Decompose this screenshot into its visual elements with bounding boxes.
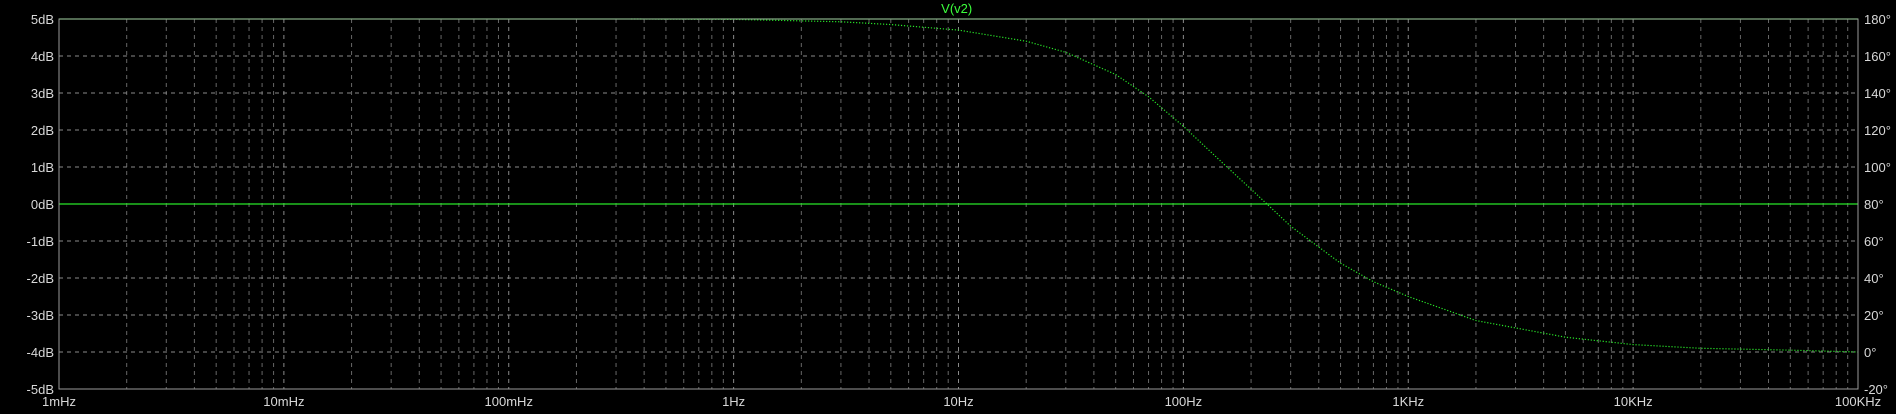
y-left-tick-label: 5dB <box>31 12 54 27</box>
x-tick-label: 1mHz <box>42 394 76 409</box>
x-tick-label: 10KHz <box>1614 394 1653 409</box>
y-right-tick-label: 120° <box>1864 123 1891 138</box>
plot-frame <box>58 18 1859 390</box>
y-left-tick-label: -3dB <box>27 308 54 323</box>
x-tick-label: 100Hz <box>1165 394 1203 409</box>
y-right-tick-label: 180° <box>1864 12 1891 27</box>
y-right-tick-label: 100° <box>1864 160 1891 175</box>
x-tick-label: 100KHz <box>1835 394 1881 409</box>
y-right-tick-label: 80° <box>1864 197 1884 212</box>
y-left-tick-label: 4dB <box>31 49 54 64</box>
y-left-tick-label: 0dB <box>31 197 54 212</box>
y-left-tick-label: 3dB <box>31 86 54 101</box>
chart-title: V(v2) <box>941 1 972 16</box>
y-right-tick-label: 0° <box>1864 345 1876 360</box>
y-left-tick-label: 1dB <box>31 160 54 175</box>
y-left-tick-label: -4dB <box>27 345 54 360</box>
x-tick-label: 100mHz <box>485 394 533 409</box>
y-right-tick-label: 20° <box>1864 308 1884 323</box>
y-right-tick-label: 40° <box>1864 271 1884 286</box>
y-left-tick-label: -2dB <box>27 271 54 286</box>
y-left-tick-label: -5dB <box>27 382 54 397</box>
y-left-tick-label: 2dB <box>31 123 54 138</box>
y-right-tick-label: -20° <box>1864 382 1888 397</box>
y-right-tick-label: 60° <box>1864 234 1884 249</box>
tick-labels: 1mHz 10mHz 100mHz 1Hz 10Hz 100Hz 1KHz 10KHz 100K… <box>27 12 1891 409</box>
x-tick-label: 1Hz <box>722 394 745 409</box>
x-tick-label: 10Hz <box>943 394 973 409</box>
x-tick-label: 10mHz <box>263 394 304 409</box>
y-right-tick-label: 140° <box>1864 86 1891 101</box>
x-tick-label: 1KHz <box>1392 394 1424 409</box>
y-right-tick-label: 160° <box>1864 49 1891 64</box>
y-left-tick-label: -1dB <box>27 234 54 249</box>
